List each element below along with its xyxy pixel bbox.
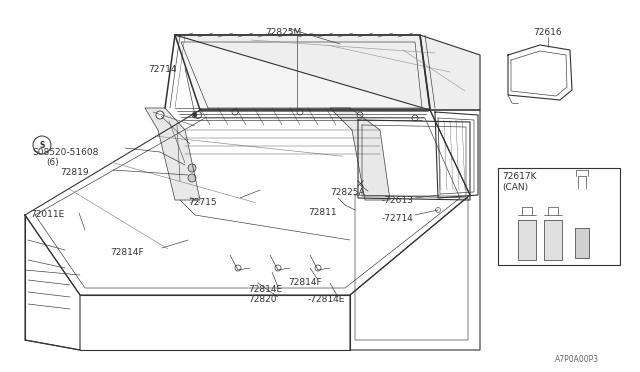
Circle shape: [188, 174, 196, 182]
Text: 72820: 72820: [248, 295, 276, 304]
Text: -72814E: -72814E: [308, 295, 346, 304]
Text: 72825M: 72825M: [265, 28, 301, 37]
Text: S: S: [39, 141, 45, 150]
Bar: [518, 220, 536, 260]
Text: A7P0A00P3: A7P0A00P3: [555, 355, 599, 364]
Text: 72616: 72616: [534, 28, 563, 37]
Text: -72613: -72613: [382, 196, 414, 205]
Text: -72714: -72714: [382, 214, 413, 223]
Polygon shape: [25, 110, 470, 295]
Polygon shape: [25, 215, 80, 350]
Polygon shape: [330, 108, 390, 200]
Text: 72819: 72819: [60, 168, 88, 177]
Polygon shape: [175, 35, 430, 110]
Text: 72825A: 72825A: [330, 188, 365, 197]
Text: 72814E: 72814E: [248, 285, 282, 294]
Circle shape: [188, 164, 196, 172]
Text: 72814F: 72814F: [288, 278, 322, 287]
Circle shape: [435, 208, 440, 212]
Text: 72811: 72811: [308, 208, 337, 217]
Circle shape: [195, 112, 202, 119]
Text: S08520-51608: S08520-51608: [32, 148, 99, 157]
Circle shape: [193, 113, 197, 117]
Polygon shape: [145, 108, 200, 200]
Text: 72814F: 72814F: [110, 248, 143, 257]
Text: 72617K: 72617K: [502, 172, 536, 181]
Text: 72714: 72714: [148, 65, 177, 74]
Text: (CAN): (CAN): [502, 183, 528, 192]
Bar: [575, 228, 589, 258]
Text: 72011E: 72011E: [30, 210, 64, 219]
Bar: [544, 220, 562, 260]
Polygon shape: [175, 35, 480, 110]
Circle shape: [156, 111, 164, 119]
Text: (6): (6): [46, 158, 59, 167]
Polygon shape: [350, 110, 480, 350]
Text: 72715: 72715: [188, 198, 216, 207]
